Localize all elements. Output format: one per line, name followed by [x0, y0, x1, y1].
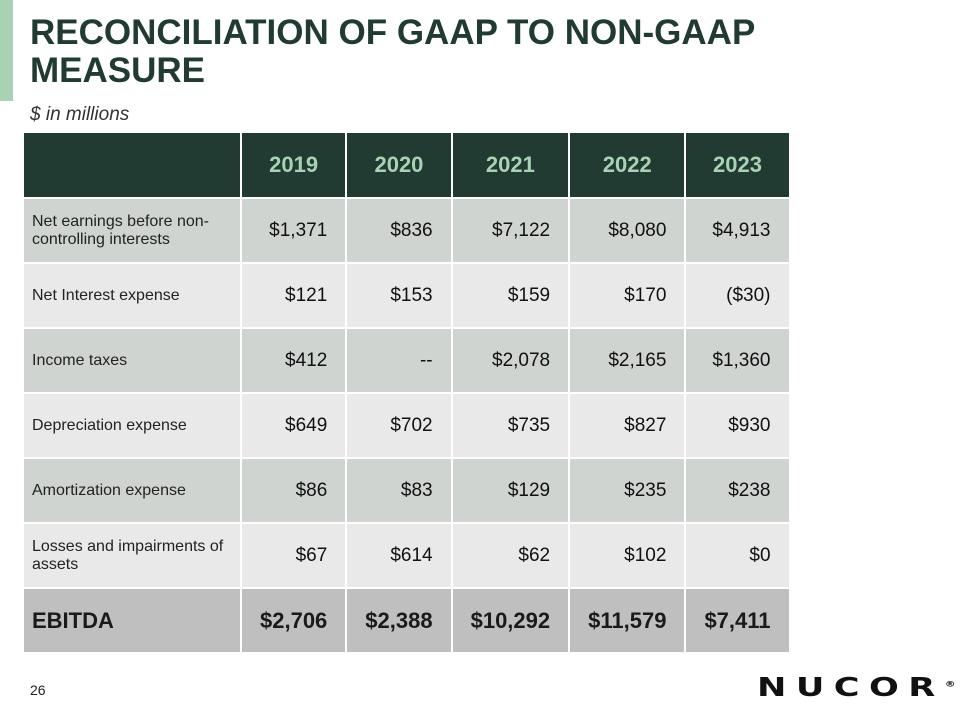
year-header: 2022 — [570, 133, 685, 197]
value-cell: $2,706 — [242, 589, 346, 652]
year-header: 2019 — [242, 133, 346, 197]
value-cell: $836 — [347, 199, 451, 262]
value-cell: $238 — [686, 459, 789, 522]
value-cell: $412 — [242, 329, 346, 392]
value-cell: $83 — [347, 459, 451, 522]
row-label: Net earnings before non-controlling inte… — [24, 199, 240, 262]
value-cell: $930 — [686, 394, 789, 457]
value-cell: ($30) — [686, 264, 789, 327]
value-cell: $735 — [452, 394, 569, 457]
page-title: RECONCILIATION OF GAAP TO NON-GAAP MEASU… — [30, 13, 755, 90]
page-number: 26 — [30, 682, 46, 698]
value-cell: $129 — [452, 459, 569, 522]
value-cell: $170 — [570, 264, 685, 327]
table-row: Net Interest expense $121 $153 $159 $170 ($30… — [24, 264, 789, 327]
year-header: 2023 — [686, 133, 789, 197]
reconciliation-table: 2019 2020 2021 2022 2023 Net earnings be… — [22, 131, 791, 654]
table-row: Amortization expense $86 $83 $129 $235 $238 — [24, 459, 789, 522]
row-label: Income taxes — [24, 329, 240, 392]
value-cell: $2,165 — [570, 329, 685, 392]
value-cell: $702 — [347, 394, 451, 457]
header-blank — [24, 133, 240, 197]
value-cell: $8,080 — [570, 199, 685, 262]
table-row: EBITDA $2,706 $2,388 $10,292 $11,579 $7,411 — [24, 589, 789, 652]
row-label: Depreciation expense — [24, 394, 240, 457]
value-cell: $7,122 — [452, 199, 569, 262]
year-header: 2020 — [347, 133, 451, 197]
value-cell: $235 — [570, 459, 685, 522]
value-cell: $2,388 — [347, 589, 451, 652]
table-row: Income taxes $412 -- $2,078 $2,165 $1,360 — [24, 329, 789, 392]
value-cell: $614 — [347, 524, 451, 587]
accent-bar — [0, 0, 13, 101]
row-label: EBITDA — [24, 589, 240, 652]
value-cell: -- — [347, 329, 451, 392]
value-cell: $159 — [452, 264, 569, 327]
value-cell: $10,292 — [452, 589, 569, 652]
nucor-logo: NUCOR® — [757, 673, 956, 703]
value-cell: $4,913 — [686, 199, 789, 262]
value-cell: $1,371 — [242, 199, 346, 262]
value-cell: $67 — [242, 524, 346, 587]
table-row: Losses and impairments of assets $67 $614 $… — [24, 524, 789, 587]
value-cell: $153 — [347, 264, 451, 327]
row-label: Amortization expense — [24, 459, 240, 522]
row-label: Net Interest expense — [24, 264, 240, 327]
value-cell: $86 — [242, 459, 346, 522]
table-row: Net earnings before non-controlling inte… — [24, 199, 789, 262]
subtitle: $ in millions — [30, 104, 130, 125]
table-row: Depreciation expense $649 $702 $735 $827 $930 — [24, 394, 789, 457]
year-header: 2021 — [452, 133, 569, 197]
value-cell: $827 — [570, 394, 685, 457]
value-cell: $649 — [242, 394, 346, 457]
value-cell: $11,579 — [570, 589, 685, 652]
value-cell: $2,078 — [452, 329, 569, 392]
value-cell: $1,360 — [686, 329, 789, 392]
value-cell: $102 — [570, 524, 685, 587]
row-label: Losses and impairments of assets — [24, 524, 240, 587]
value-cell: $62 — [452, 524, 569, 587]
value-cell: $0 — [686, 524, 789, 587]
value-cell: $121 — [242, 264, 346, 327]
value-cell: $7,411 — [686, 589, 789, 652]
